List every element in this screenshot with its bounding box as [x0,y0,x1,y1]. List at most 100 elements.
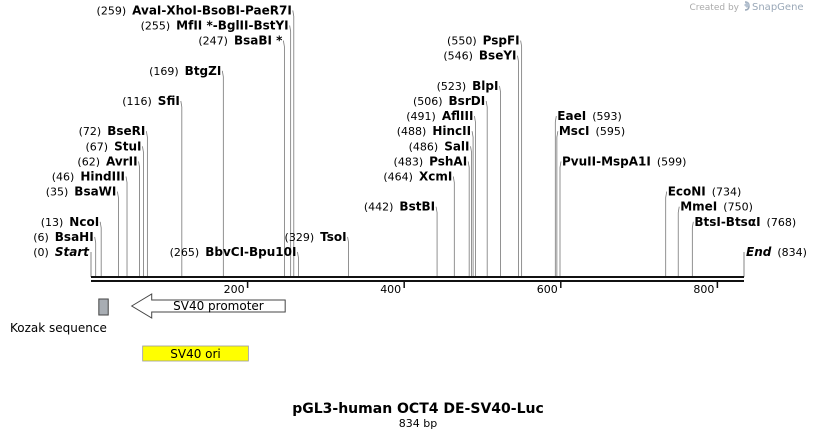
enzyme-name-msci[interactable]: MscI [559,124,590,138]
enzyme-name-paer7i[interactable]: PaeR7I [245,3,292,17]
enzyme-name-xhoi[interactable]: XhoI [166,3,197,17]
enzyme-name-bpu10i[interactable]: Bpu10I [249,245,296,259]
cut-site-bseyi[interactable]: (546) BseYI [443,49,516,63]
cut-site-line [520,40,523,277]
enzyme-name-pvuii[interactable]: PvuII [562,154,596,168]
enzyme-name-bts-i[interactable]: BtsαI [726,215,761,229]
enzyme-name-hindiii[interactable]: HindIII [80,170,125,184]
cut-site-line [125,176,128,277]
enzyme-name-bsawi[interactable]: BsaWI [74,185,116,199]
cut-site-hincii[interactable]: (488) HincII [397,124,471,138]
snapgene-logo-icon [744,1,750,11]
enzyme-name-sali[interactable]: SalI [444,139,469,153]
enzyme-name-stui[interactable]: StuI [114,139,141,153]
cut-site-blpi[interactable]: (523) BlpI [437,79,499,93]
cut-site-line [99,221,102,277]
cut-site-pspfi[interactable]: (550) PspFI [447,34,520,48]
enzyme-name-afliii[interactable]: AflIII [442,109,474,123]
site-position: (546) [443,50,473,63]
enzyme-name-avai[interactable]: AvaI [132,3,161,17]
feature-shape [142,345,249,362]
site-position: (116) [122,95,152,108]
cut-site-xcmi[interactable]: (464) XcmI [383,170,452,184]
enzyme-name-btsi[interactable]: BtsI [694,215,721,229]
enzyme-name-bglii[interactable]: BglII [218,19,249,33]
enzyme-name-mmei[interactable]: MmeI [680,200,717,214]
site-position: (734) [712,186,742,199]
ruler-tick-label: 800 [693,283,714,296]
cut-site-mfii[interactable]: (255) MfII * - BglII - BstYI [141,19,289,33]
site-position: (265) [170,246,200,259]
enzyme-name-econi[interactable]: EcoNI [668,185,706,199]
enzyme-name-sfii[interactable]: SfiI [158,94,180,108]
site-position: (62) [77,155,100,168]
cut-site-bbvci[interactable]: (265) BbvCI - Bpu10I [170,245,297,259]
cut-site-eaei[interactable]: EaeI (593) [557,109,622,123]
enzyme-name-bbvci[interactable]: BbvCI [205,245,244,259]
enzyme-name-bstbi[interactable]: BstBI [399,200,435,214]
feature-kozak-sequence[interactable]: Kozak sequence [10,298,109,335]
enzyme-name-pspfi[interactable]: PspFI [483,34,520,48]
snapgene-credit: Created by SnapGene [689,1,804,13]
enzyme-name-bsabi[interactable]: BsaBI * [234,34,283,48]
site-position: (834) [777,246,807,259]
enzyme-name-mfii[interactable]: MfII * [176,19,213,33]
cut-site-start[interactable]: (0) Start [33,245,90,259]
cut-site-avai[interactable]: (259) AvaI - XhoI - BsoBI - PaeR7I [97,3,292,17]
cut-site-msci[interactable]: MscI (595) [559,124,625,138]
cut-site-avrii[interactable]: (62) AvrII [77,154,137,168]
cut-site-hindiii[interactable]: (46) HindIII [52,170,125,184]
site-position: (593) [592,110,622,123]
cut-site-sfii[interactable]: (116) SfiI [122,94,180,108]
enzyme-name-bseyi[interactable]: BseYI [479,49,517,63]
credit-brand: SnapGene [752,2,804,13]
enzyme-name-ncoi[interactable]: NcoI [69,215,99,229]
site-separator: - [240,3,245,17]
enzyme-name-start[interactable]: Start [55,245,90,259]
cut-site-ncoi[interactable]: (13) NcoI [41,215,99,229]
enzyme-name-hincii[interactable]: HincII [432,124,471,138]
feature-sv40-promoter[interactable]: SV40 promoter [130,293,286,319]
enzyme-name-avrii[interactable]: AvrII [106,154,138,168]
site-separator: - [596,154,601,168]
credit-prefix: Created by [689,3,739,13]
feature-sv40-ori[interactable]: SV40 ori [142,345,249,362]
cut-site-afliii[interactable]: (491) AflIII [406,109,473,123]
enzyme-name-bstyi[interactable]: BstYI [253,19,288,33]
cut-site-bstbi[interactable]: (442) BstBI [364,200,435,214]
cut-site-btsi[interactable]: BtsI - BtsαI (768) [694,215,796,229]
cut-site-line [94,236,97,277]
cut-site-bseri[interactable]: (72) BseRI [79,124,146,138]
enzyme-name-xcmi[interactable]: XcmI [419,170,452,184]
enzyme-name-mspa1i[interactable]: MspA1I [601,154,651,168]
cut-site-tsoi[interactable]: (329) TsoI [285,230,347,244]
cut-site-stui[interactable]: (67) StuI [85,139,141,153]
enzyme-name-bsobi[interactable]: BsoBI [202,3,240,17]
cut-site-end[interactable]: End (834) [746,245,807,259]
enzyme-name-pshai[interactable]: PshAI [429,154,467,168]
cut-site-sali[interactable]: (486) SalI [409,139,470,153]
site-separator: - [161,3,166,17]
cut-site-pvuii[interactable]: PvuII - MspA1I (599) [562,154,686,168]
feature-label: Kozak sequence [10,321,107,335]
enzyme-name-eaei[interactable]: EaeI [557,109,586,123]
enzyme-name-tsoi[interactable]: TsoI [320,230,346,244]
enzyme-name-bseri[interactable]: BseRI [107,124,145,138]
enzyme-name-btgzi[interactable]: BtgZI [185,64,222,78]
cut-site-econi[interactable]: EcoNI (734) [668,185,742,199]
cut-site-bsawi[interactable]: (35) BsaWI [46,185,117,199]
cut-site-pshai[interactable]: (483) PshAI [394,154,468,168]
site-position: (67) [85,140,108,153]
enzyme-name-bsrdi[interactable]: BsrDI [449,94,486,108]
cut-site-mmei[interactable]: MmeI (750) [680,200,753,214]
cut-site-line [559,161,562,277]
enzyme-name-bsahi[interactable]: BsaHI [55,230,94,244]
cut-site-bsabi[interactable]: (247) BsaBI * [198,34,283,48]
cut-site-bsrdi[interactable]: (506) BsrDI [413,94,485,108]
cut-site-lines [90,10,745,277]
site-position: (750) [723,201,753,214]
cut-site-btgzi[interactable]: (169) BtgZI [149,64,221,78]
cut-site-bsahi[interactable]: (6) BsaHI [33,230,94,244]
enzyme-name-end[interactable]: End [746,245,772,259]
enzyme-name-blpi[interactable]: BlpI [472,79,498,93]
